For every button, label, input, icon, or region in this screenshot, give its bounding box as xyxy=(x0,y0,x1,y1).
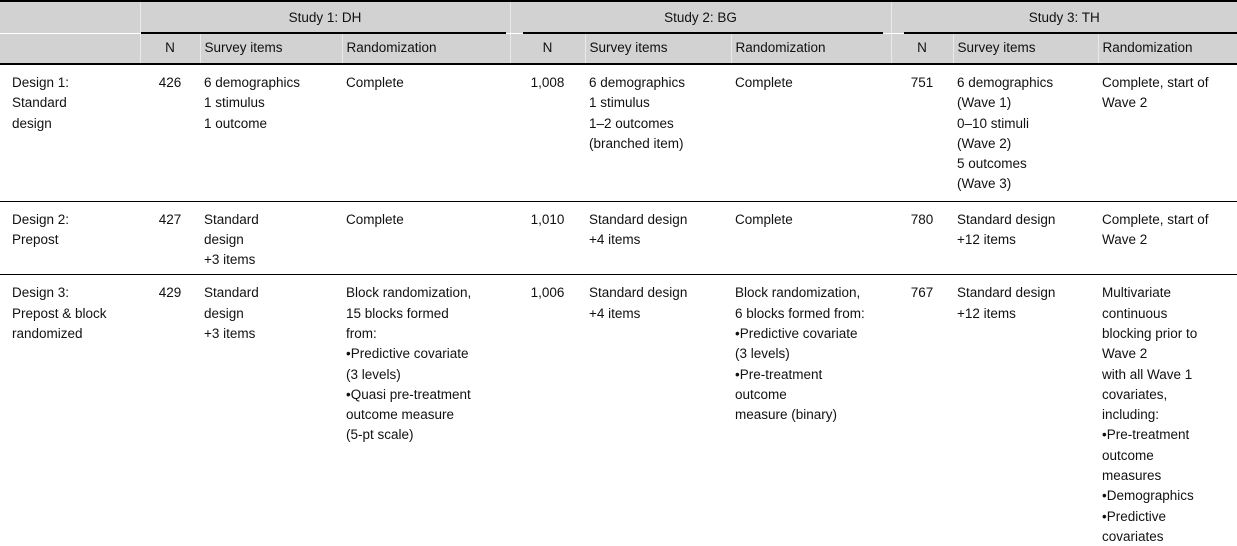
table-row-design-3: Design 3: Prepost & block randomized 429… xyxy=(0,275,1237,546)
study3-group-header: Study 3: TH xyxy=(890,0,1237,35)
randomization-cell: Complete xyxy=(346,211,404,227)
study2-survey-items-header: Survey items xyxy=(584,33,731,65)
n-cell: 1,010 xyxy=(530,211,565,227)
study3-survey-items-header: Survey items xyxy=(952,33,1099,65)
survey-items-cell: Standard design +12 items xyxy=(957,285,1056,321)
randomization-cell: Block randomization, 15 blocks formed fr… xyxy=(346,285,472,443)
table-row-design-1: Design 1: Standard design 426 6 demograp… xyxy=(0,64,1237,201)
n-cell: 751 xyxy=(910,75,934,90)
survey-items-cell: Standard design +3 items xyxy=(204,285,259,341)
table-body: Design 1: Standard design 426 6 demograp… xyxy=(0,64,1237,546)
corner-cell xyxy=(0,0,140,34)
randomization-cell: Complete, start of Wave 2 xyxy=(1102,211,1209,247)
randomization-cell: Block randomization, 6 blocks formed fro… xyxy=(735,285,865,423)
n-cell: 429 xyxy=(158,285,182,301)
survey-items-cell: Standard design +4 items xyxy=(589,285,688,321)
study-group-header-row: Study 1: DH Study 2: BG Study 3: TH xyxy=(0,0,1237,35)
study1-randomization-header: Randomization xyxy=(341,33,510,65)
design-label-cell: Design 3: Prepost & block randomized xyxy=(12,285,107,341)
study3-randomization-header: Randomization xyxy=(1097,33,1237,65)
survey-items-cell: Standard design +3 items xyxy=(204,211,259,268)
survey-items-cell: 6 demographics 1 stimulus 1 outcome xyxy=(204,75,301,131)
n-cell: 1,008 xyxy=(530,75,565,90)
randomization-cell: Complete xyxy=(346,75,404,90)
randomization-cell: Complete xyxy=(735,211,793,227)
survey-items-cell: Standard design +12 items xyxy=(957,211,1056,247)
survey-items-cell: 6 demographics (Wave 1) 0–10 stimuli (Wa… xyxy=(957,75,1054,192)
n-cell: 1,006 xyxy=(530,285,565,301)
design-label-cell: Design 2: Prepost xyxy=(12,211,70,247)
randomization-cell: Complete xyxy=(735,75,793,90)
design-column-header xyxy=(0,33,140,65)
column-header-row: N Survey items Randomization N Survey it… xyxy=(0,33,1237,65)
study2-randomization-header: Randomization xyxy=(730,33,892,65)
survey-items-cell: Standard design +4 items xyxy=(589,211,688,247)
n-cell: 780 xyxy=(910,211,934,227)
randomization-cell: Complete, start of Wave 2 xyxy=(1102,75,1209,111)
n-cell: 767 xyxy=(910,285,934,301)
survey-items-cell: 6 demographics 1 stimulus 1–2 outcomes (… xyxy=(589,75,686,151)
design-label-cell: Design 1: Standard design xyxy=(12,75,70,131)
study1-n-header: N xyxy=(139,33,200,65)
study1-group-header: Study 1: DH xyxy=(139,0,510,35)
study2-n-header: N xyxy=(509,33,585,65)
study1-survey-items-header: Survey items xyxy=(199,33,342,65)
n-cell: 427 xyxy=(158,211,182,227)
table-row-design-2: Design 2: Prepost 427 Standard design +3… xyxy=(0,201,1237,275)
randomization-cell: Multivariate continuous blocking prior t… xyxy=(1102,285,1198,544)
n-cell: 426 xyxy=(158,75,182,90)
study3-n-header: N xyxy=(890,33,954,65)
table-header: Study 1: DH Study 2: BG Study 3: TH N Su… xyxy=(0,0,1237,65)
study2-group-header: Study 2: BG xyxy=(509,0,892,35)
